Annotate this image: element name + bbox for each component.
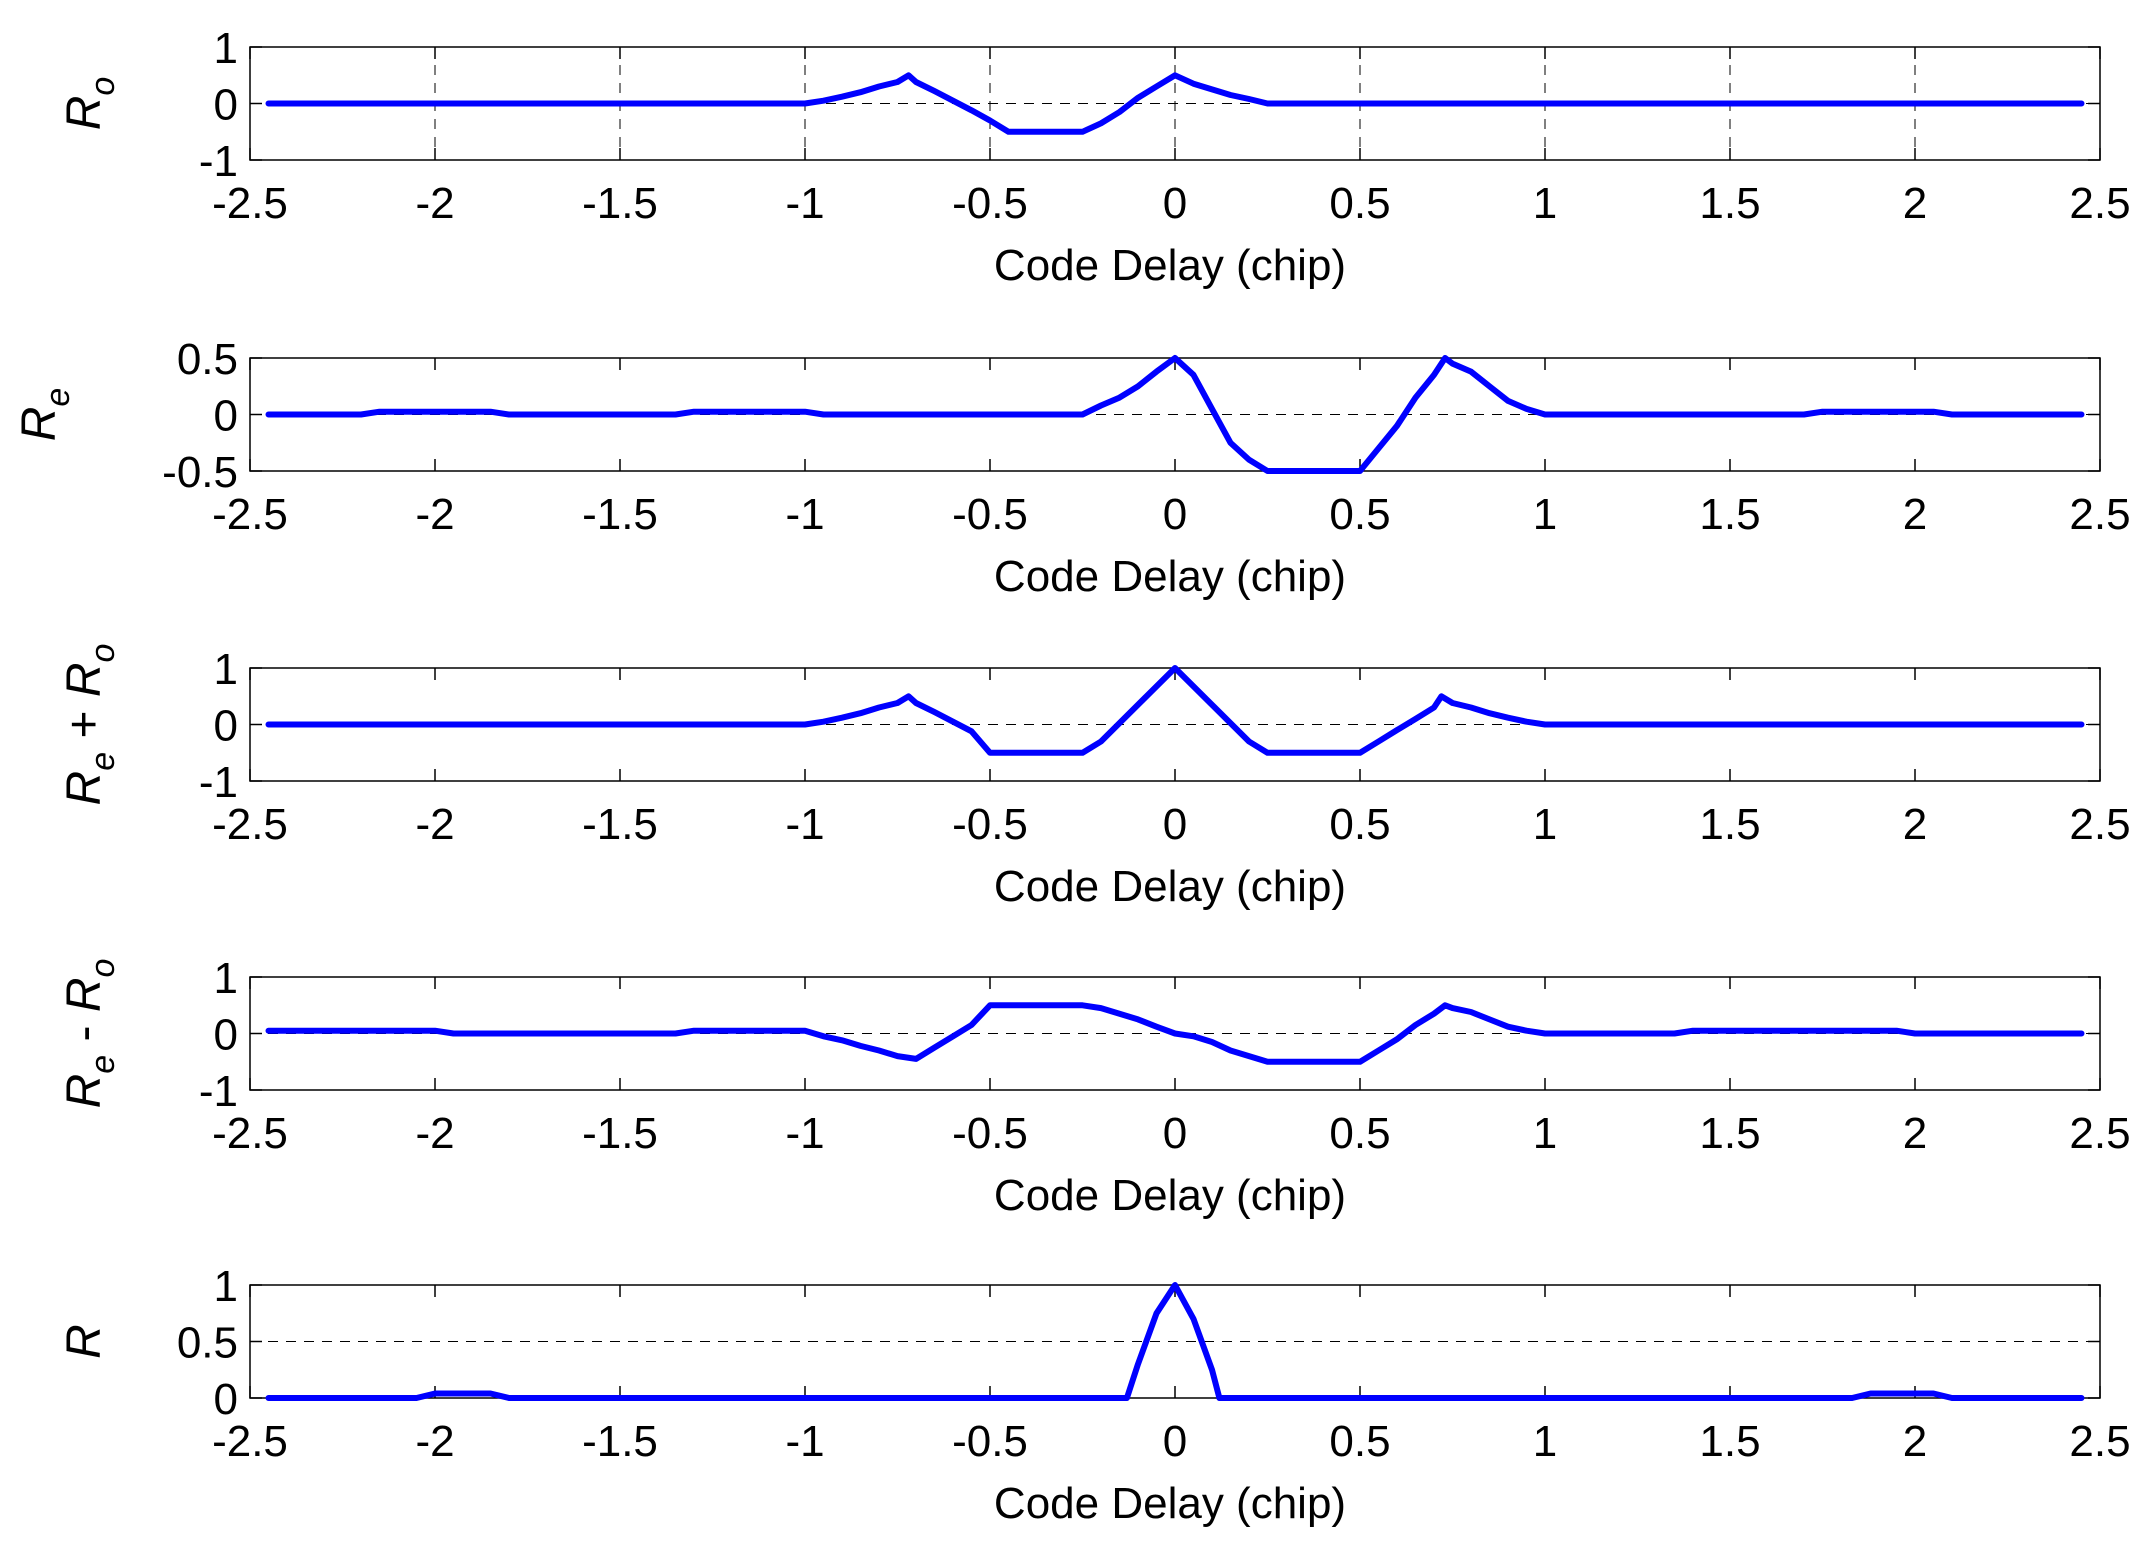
- x-tick-label: 2: [1903, 179, 1927, 228]
- x-tick-label: 1.5: [1699, 800, 1760, 849]
- x-tick-label: 1.5: [1699, 1417, 1760, 1466]
- x-tick-label: -2.5: [212, 800, 288, 849]
- x-tick-label: 0: [1163, 800, 1187, 849]
- x-tick-label: 2.5: [2069, 1109, 2130, 1158]
- x-tick-label: 2.5: [2069, 490, 2130, 539]
- x-tick-label: -0.5: [952, 1109, 1028, 1158]
- x-tick-label: 2.5: [2069, 179, 2130, 228]
- x-tick-label: -1: [785, 1109, 824, 1158]
- panel-5: -2.5 -2 -1.5 -1 -0.5 0 0.5 1 1.5 2 2.5 0 0.5 1 Code De…: [58, 1262, 2131, 1528]
- y-tick-label: 1: [214, 645, 238, 694]
- x-tick-label: 1: [1533, 800, 1557, 849]
- y-tick-label: 1: [214, 24, 238, 73]
- y-tick-label: -1: [199, 1067, 238, 1116]
- x-tick-label: 0.5: [1329, 490, 1390, 539]
- y-tick-label: 0: [214, 702, 238, 751]
- y-tick-label: -1: [199, 137, 238, 186]
- x-tick-label: -0.5: [952, 490, 1028, 539]
- x-tick-label: -2: [415, 179, 454, 228]
- y-tick-label: 0: [214, 392, 238, 441]
- y-tick-label: 0: [214, 81, 238, 130]
- x-tick-label: 0: [1163, 179, 1187, 228]
- x-tick-label: -2: [415, 800, 454, 849]
- y-axis-label: Re + Ro: [58, 644, 122, 806]
- x-tick-label: -0.5: [952, 179, 1028, 228]
- series-line: [265, 355, 2085, 474]
- x-tick-label: -1.5: [582, 179, 658, 228]
- x-tick-label: -0.5: [952, 1417, 1028, 1466]
- y-tick-label: -0.5: [162, 448, 238, 497]
- x-tick-label: -1.5: [582, 1109, 658, 1158]
- x-tick-label: 1.5: [1699, 490, 1760, 539]
- y-tick-label: 0.5: [177, 335, 238, 384]
- x-tick-label: 0: [1163, 1109, 1187, 1158]
- x-tick-label: 1: [1533, 1417, 1557, 1466]
- x-axis-label: Code Delay (chip): [994, 241, 1346, 290]
- x-tick-label: -1: [785, 800, 824, 849]
- x-tick-label: -1: [785, 490, 824, 539]
- y-axis-label: R: [58, 1324, 111, 1359]
- x-tick-label: -2: [415, 1417, 454, 1466]
- panel-4: -2.5 -2 -1.5 -1 -0.5 0 0.5 1 1.5 2 2.5 -1 0 1 Code Del…: [58, 954, 2131, 1220]
- series-line: [265, 665, 2085, 756]
- x-tick-label: -1.5: [582, 800, 658, 849]
- x-tick-label: -1.5: [582, 1417, 658, 1466]
- x-tick-label: 1: [1533, 490, 1557, 539]
- x-tick-label: 1.5: [1699, 1109, 1760, 1158]
- y-tick-label: 1: [214, 954, 238, 1003]
- panel-2: -2.5 -2 -1.5 -1 -0.5 0 0.5 1 1.5 2 2.5 -0.5 0 0.5 Code…: [13, 335, 2131, 601]
- x-axis-label: Code Delay (chip): [994, 552, 1346, 601]
- x-tick-label: 0.5: [1329, 179, 1390, 228]
- x-tick-label: -1: [785, 1417, 824, 1466]
- x-tick-label: 1: [1533, 1109, 1557, 1158]
- x-tick-label: 1.5: [1699, 179, 1760, 228]
- x-tick-label: 2.5: [2069, 1417, 2130, 1466]
- x-tick-label: -1: [785, 179, 824, 228]
- y-tick-label: 0: [214, 1011, 238, 1060]
- x-tick-label: 2: [1903, 1109, 1927, 1158]
- x-tick-label: 2: [1903, 800, 1927, 849]
- x-axis-label: Code Delay (chip): [994, 862, 1346, 911]
- x-tick-label: 1: [1533, 179, 1557, 228]
- x-tick-label: -1.5: [582, 490, 658, 539]
- x-tick-label: 0.5: [1329, 1417, 1390, 1466]
- x-axis-label: Code Delay (chip): [994, 1171, 1346, 1220]
- x-tick-label: 2: [1903, 490, 1927, 539]
- y-tick-label: -1: [199, 758, 238, 807]
- y-axis-label: Re - Ro: [58, 959, 122, 1109]
- y-tick-label: 1: [214, 1262, 238, 1311]
- x-tick-label: -2.5: [212, 490, 288, 539]
- y-tick-label: 0.5: [177, 1319, 238, 1368]
- x-axis-label: Code Delay (chip): [994, 1479, 1346, 1528]
- x-tick-label: 0.5: [1329, 1109, 1390, 1158]
- panel-3: -2.5 -2 -1.5 -1 -0.5 0 0.5 1 1.5 2 2.5 -1 0 1 Code Del…: [58, 644, 2131, 911]
- x-tick-label: 0: [1163, 490, 1187, 539]
- x-tick-label: -2.5: [212, 1109, 288, 1158]
- y-axis-label: Re: [13, 388, 77, 442]
- series-line: [265, 1282, 2085, 1401]
- x-tick-label: -2.5: [212, 179, 288, 228]
- y-axis-label: Ro: [58, 77, 122, 131]
- x-tick-label: 2.5: [2069, 800, 2130, 849]
- x-tick-label: 2: [1903, 1417, 1927, 1466]
- x-tick-label: -2: [415, 490, 454, 539]
- series-line: [265, 1002, 2085, 1065]
- x-tick-label: 0.5: [1329, 800, 1390, 849]
- series-line: [265, 72, 2085, 135]
- x-tick-label: -2.5: [212, 1417, 288, 1466]
- y-tick-label: 0: [214, 1375, 238, 1424]
- x-tick-label: -2: [415, 1109, 454, 1158]
- x-tick-label: 0: [1163, 1417, 1187, 1466]
- x-tick-label: -0.5: [952, 800, 1028, 849]
- panel-1: -2.5 -2 -1.5 -1 -0.5 0 0.5 1 1.5 2 2.5 -1 0 1 Code Del…: [58, 24, 2131, 290]
